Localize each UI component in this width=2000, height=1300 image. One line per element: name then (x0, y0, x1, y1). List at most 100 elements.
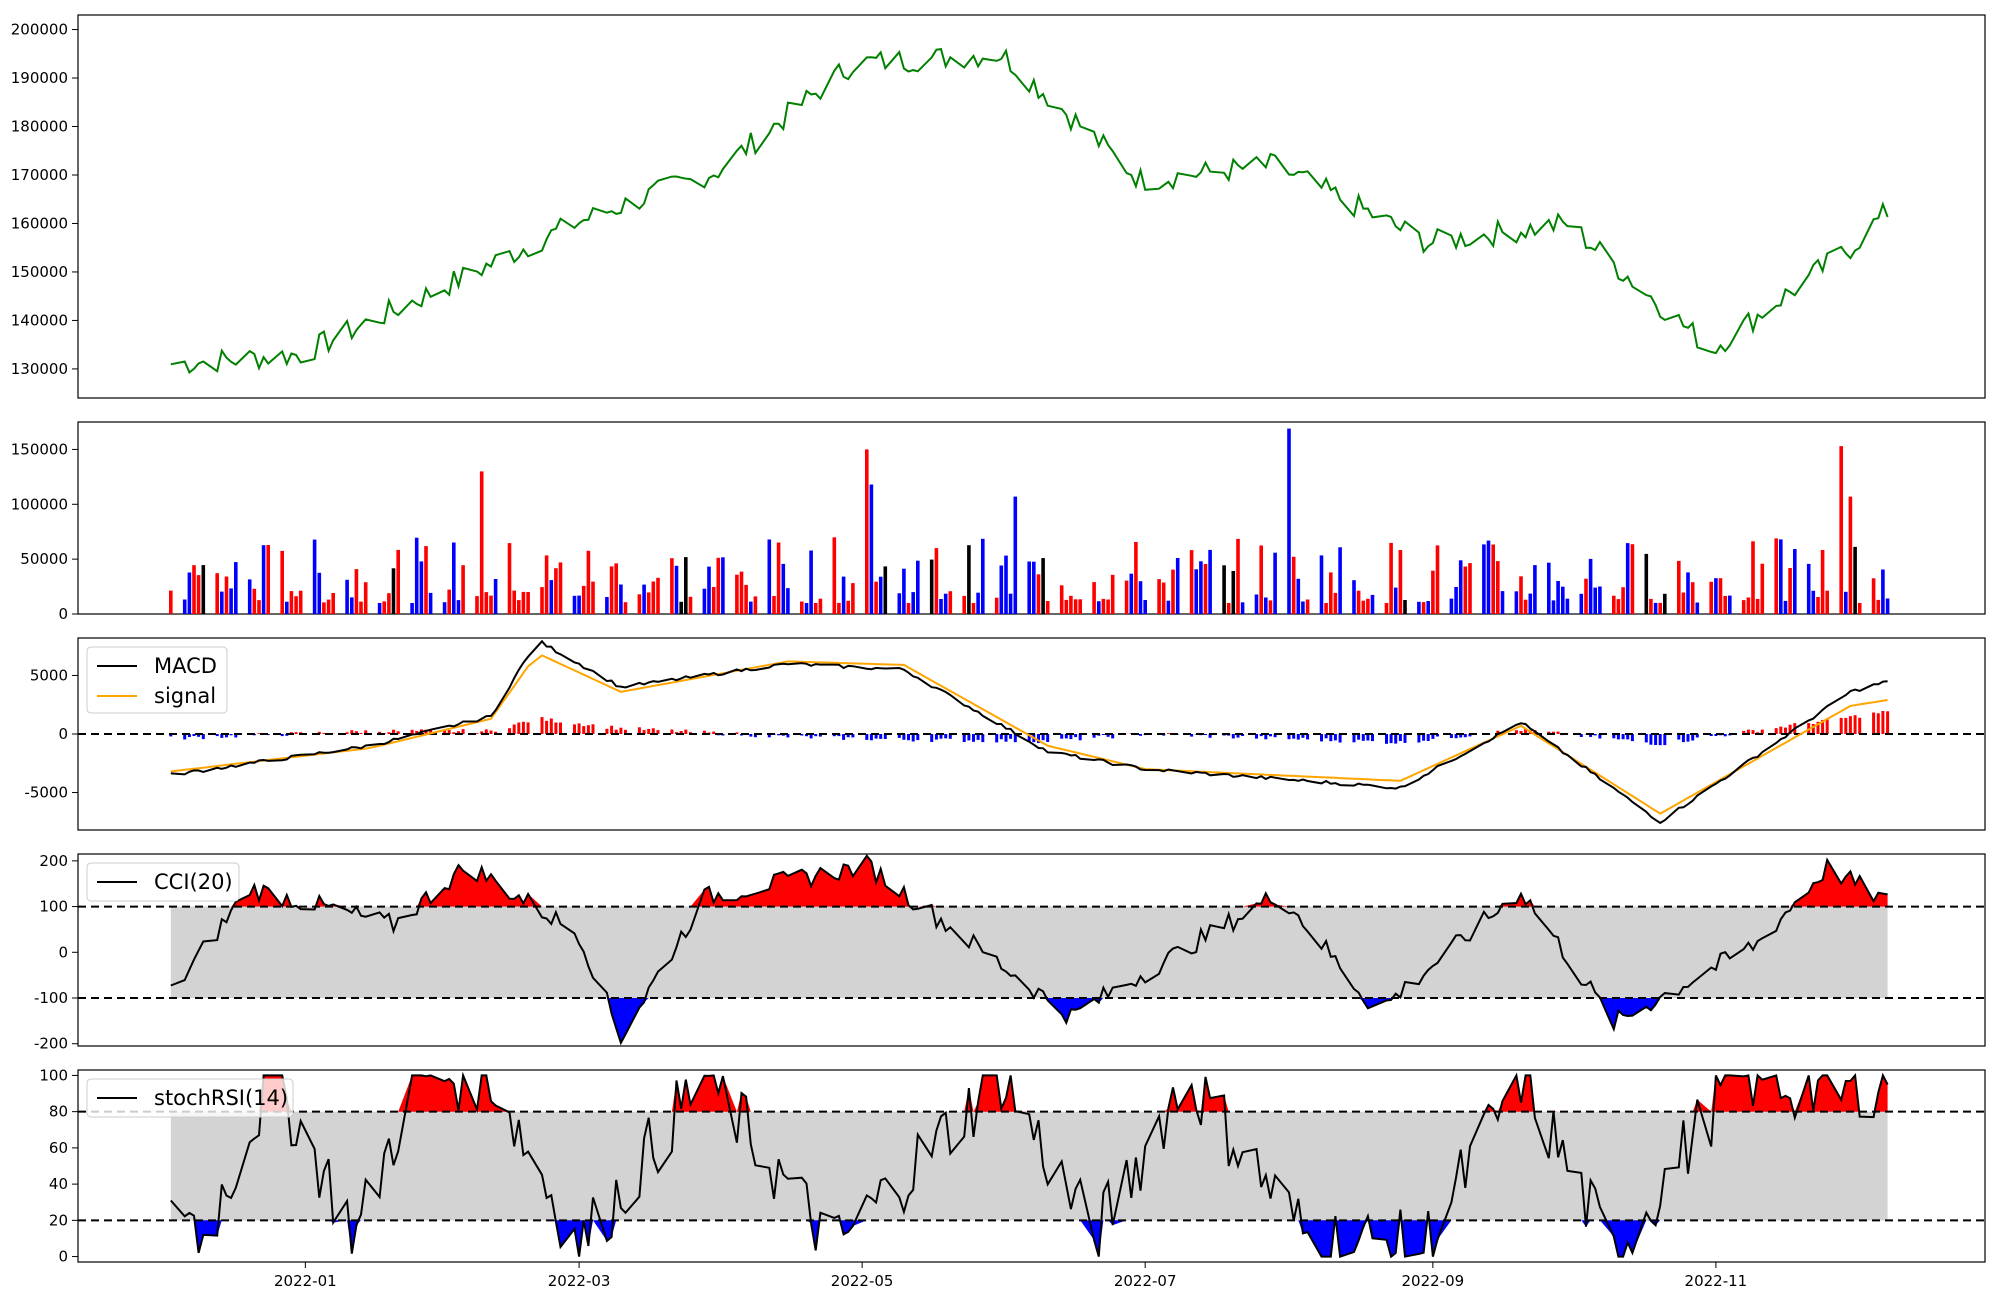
volume-bar (224, 576, 229, 614)
macd-histogram-bar (1269, 734, 1272, 737)
macd-histogram-bar (582, 726, 586, 734)
macd-y-tick-label: -5000 (24, 784, 68, 802)
volume-bar (1124, 580, 1129, 614)
macd-histogram-bar (1496, 730, 1500, 734)
volume-bar (934, 548, 939, 614)
volume-bar (1491, 544, 1495, 614)
macd-histogram-bar (1742, 730, 1746, 734)
volume-bar (1625, 543, 1630, 614)
volume-bar (558, 562, 563, 614)
macd-histogram-bar (767, 734, 771, 738)
volume-bar (489, 595, 493, 614)
volume-bar (234, 562, 238, 614)
volume-bar (1273, 552, 1277, 614)
macd-histogram-bar (1394, 734, 1398, 744)
volume-bar (906, 603, 911, 614)
volume-bar (841, 576, 846, 614)
macd-histogram-bar (1695, 734, 1699, 738)
price-y-tick-label: 130000 (11, 360, 68, 378)
volume-bar (1143, 600, 1147, 614)
macd-histogram-bar (1598, 734, 1602, 739)
volume-bar (1356, 590, 1361, 614)
macd-histogram-bar (415, 730, 419, 734)
volume-bar (605, 597, 609, 614)
volume-bar (322, 602, 326, 614)
volume-bar (1157, 579, 1161, 614)
price-y-tick-label: 170000 (11, 166, 68, 184)
volume-bar (1561, 586, 1565, 614)
volume-bar (651, 581, 656, 614)
macd-histogram-bar (494, 731, 498, 734)
volume-bar (962, 595, 966, 614)
macd-histogram-bar (396, 731, 400, 734)
volume-bar (280, 550, 284, 614)
volume-bar (1041, 558, 1045, 614)
volume-bar (1069, 595, 1073, 614)
volume-bar (1398, 550, 1403, 614)
volume-bar (442, 602, 447, 614)
macd-histogram-bar (1236, 734, 1240, 738)
volume-bar (1811, 590, 1816, 614)
volume-bar (261, 545, 266, 614)
macd-histogram-bar (1004, 734, 1008, 742)
volume-bar (1110, 574, 1115, 614)
macd-histogram-bar (1013, 734, 1017, 743)
price-y-tick-label: 200000 (11, 21, 68, 39)
macd-histogram-bar (457, 731, 460, 734)
macd-histogram-bar (1774, 728, 1778, 734)
macd-histogram-bar (883, 734, 887, 739)
stochrsi-y-tick-label: 100 (39, 1066, 68, 1084)
stochrsi-panel: 0 20 40 60 80 100 2022-01 2022-03 2022-05 2022-0… (39, 1066, 1986, 1290)
macd-histogram-bar (1259, 734, 1263, 737)
macd-histogram-bar (475, 733, 479, 734)
macd-histogram-bar (832, 734, 836, 737)
volume-bar (869, 484, 874, 614)
macd-histogram-bar (586, 725, 590, 734)
volume-bar (1370, 594, 1375, 614)
volume-bar (1421, 602, 1426, 614)
macd-histogram-bar (378, 731, 382, 734)
volume-bar (350, 597, 354, 614)
volume-bar (1175, 558, 1180, 614)
macd-histogram-bar (1264, 734, 1268, 740)
volume-bar (1714, 578, 1718, 614)
volume-bar (851, 583, 855, 614)
macd-histogram-bar (1788, 724, 1792, 734)
macd-histogram-bar (1514, 730, 1518, 734)
macd-histogram-bar (777, 734, 781, 736)
macd-histogram-bar (1190, 734, 1194, 737)
macd-histogram-bar (345, 732, 349, 734)
volume-bar (1793, 549, 1797, 614)
macd-histogram-bar (1204, 734, 1207, 735)
macd-histogram-bar (294, 732, 298, 734)
volume-bar (289, 591, 294, 614)
macd-histogram-bar (1821, 719, 1825, 734)
x-tick-label: 2022-07 (1114, 1272, 1177, 1290)
volume-bar (1134, 542, 1138, 614)
volume-bar (447, 589, 451, 614)
cci-line (170, 854, 1888, 1046)
macd-histogram-bar (1166, 733, 1170, 734)
volume-bar (1231, 571, 1236, 614)
volume-bar (772, 596, 776, 614)
macd-histogram-bar (392, 729, 395, 734)
volume-bar (1092, 582, 1096, 614)
macd-histogram-bar (183, 734, 187, 740)
volume-bar (1482, 544, 1486, 614)
volume-bar (1825, 590, 1829, 614)
macd-histogram-bar (554, 722, 558, 734)
volume-bar (1301, 601, 1305, 614)
macd-histogram-bar (976, 734, 980, 740)
volume-bar (1417, 601, 1421, 614)
macd-histogram-bar (670, 729, 674, 734)
volume-bar (1677, 560, 1681, 614)
volume-bar (1644, 553, 1649, 614)
volume-bar (911, 592, 915, 614)
volume-bar (1816, 597, 1820, 614)
legend-signal-label: signal (154, 684, 216, 708)
volume-bar (1681, 592, 1686, 614)
macd-histogram-bar (1301, 734, 1305, 738)
volume-bar (684, 557, 688, 614)
macd-histogram-bar (702, 730, 706, 734)
macd-histogram-bar (786, 734, 790, 738)
